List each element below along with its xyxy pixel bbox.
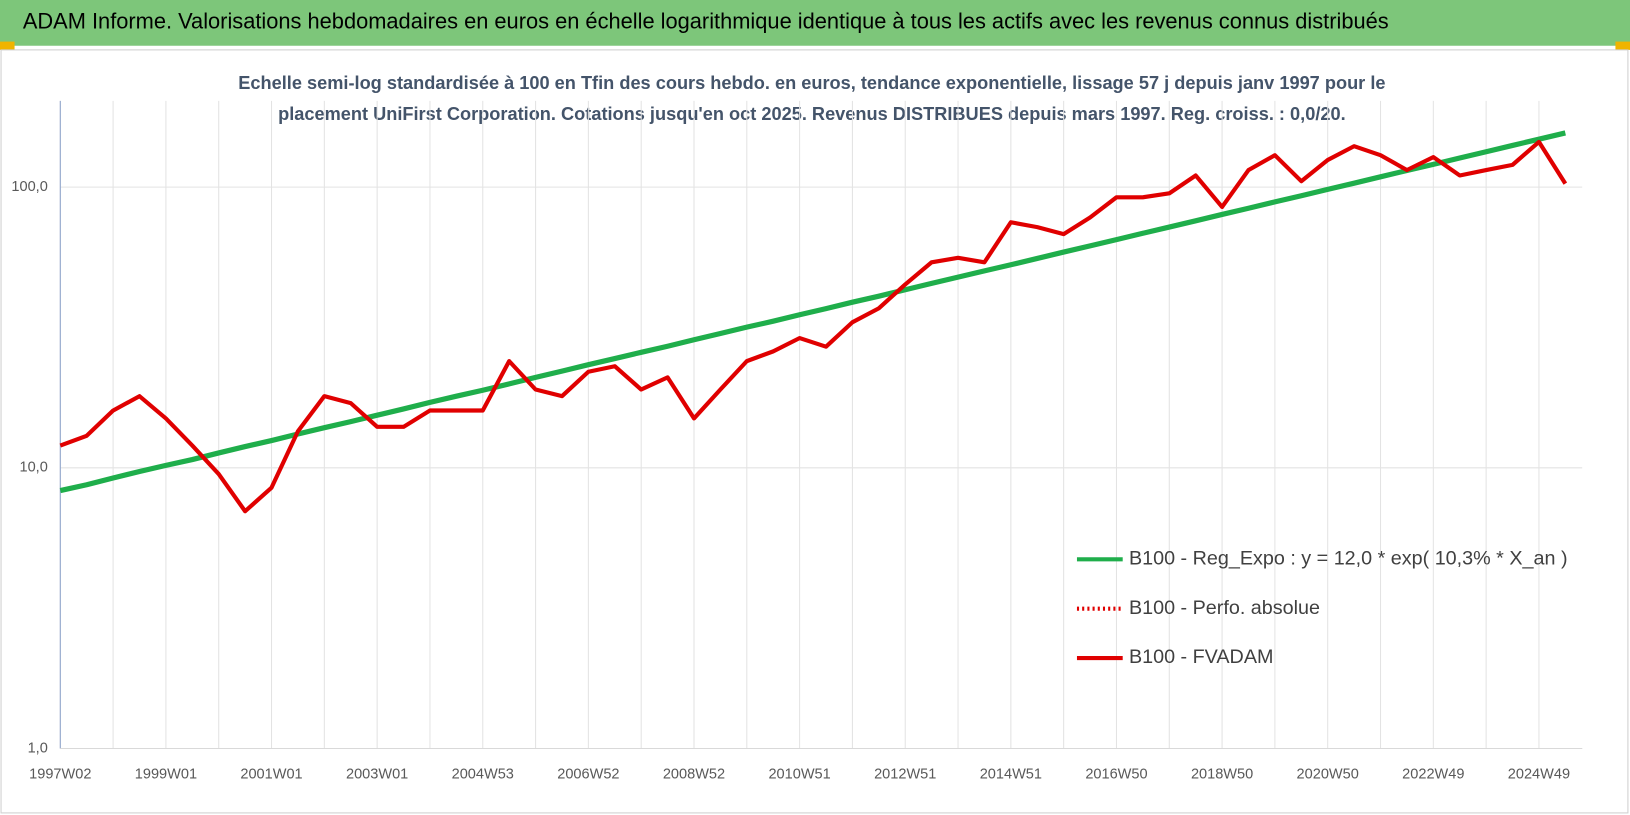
subtitle: Echelle semi-log standardisée à 100 en T… xyxy=(238,73,1385,93)
y-tick-label: 10,0 xyxy=(20,460,48,476)
x-tick-label: 2020W50 xyxy=(1297,766,1359,782)
x-tick-label: 2010W51 xyxy=(768,766,830,782)
x-tick-label: 2016W50 xyxy=(1085,766,1147,782)
x-tick-label: 2022W49 xyxy=(1402,766,1464,782)
legend-label: B100 - Perfo. absolue xyxy=(1129,597,1320,619)
x-tick-label: 2008W52 xyxy=(663,766,725,782)
subtitle: placement UniFirst Corporation. Cotation… xyxy=(278,104,1346,124)
corner xyxy=(1615,41,1630,50)
corner xyxy=(0,41,15,50)
x-tick-label: 2004W53 xyxy=(452,766,514,782)
header-bar xyxy=(0,0,1630,46)
x-tick-label: 1999W01 xyxy=(135,766,197,782)
series-line xyxy=(59,139,1568,514)
y-tick-label: 100,0 xyxy=(11,179,47,195)
series-line xyxy=(59,130,1566,494)
legend-label: B100 - FVADAM xyxy=(1129,646,1274,668)
x-tick-label: 2024W49 xyxy=(1508,766,1570,782)
x-tick-label: 2018W50 xyxy=(1191,766,1253,782)
y-tick-label: 1,0 xyxy=(28,740,48,756)
legend-label: B100 - Reg_Expo : y = 12,0 * exp( 10,3% … xyxy=(1129,547,1568,569)
x-tick-label: 2003W01 xyxy=(346,766,408,782)
x-tick-label: 2001W01 xyxy=(240,766,302,782)
chart-frame xyxy=(0,49,1629,814)
x-tick-label: 1997W02 xyxy=(29,766,91,782)
x-tick-label: 2014W51 xyxy=(980,766,1042,782)
x-tick-label: 2006W52 xyxy=(557,766,619,782)
header-title: ADAM Informe. Valorisations hebdomadaire… xyxy=(23,9,1389,34)
x-tick-label: 2012W51 xyxy=(874,766,936,782)
